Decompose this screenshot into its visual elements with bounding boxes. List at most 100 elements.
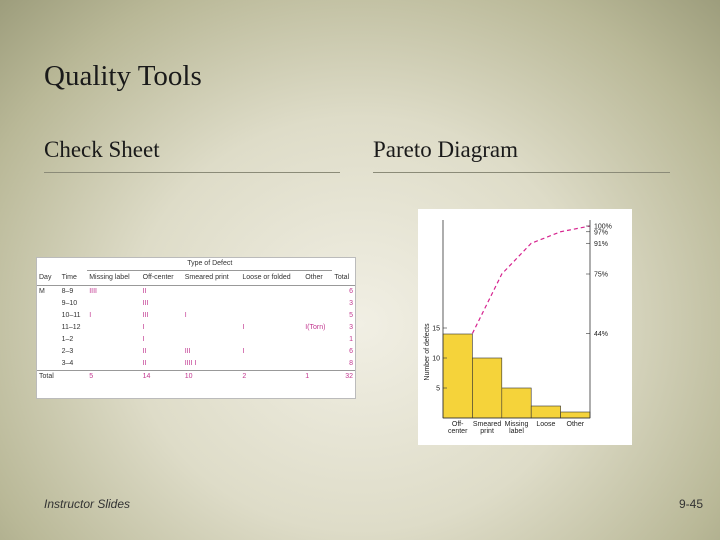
column-header: Total — [332, 270, 355, 286]
y2-tick-label: 97% — [594, 229, 608, 236]
row: 2–3 II III I 6 — [37, 346, 355, 358]
cell: I — [142, 336, 145, 343]
cell — [332, 258, 355, 271]
group-header: Type of Defect — [87, 258, 333, 271]
column-header: Other — [303, 270, 333, 286]
cell: 6 — [349, 288, 353, 295]
row: 1–2 I 1 — [37, 334, 355, 346]
cell — [303, 286, 332, 299]
cell — [37, 310, 60, 322]
cell: 2–3 — [61, 348, 74, 355]
cell — [87, 298, 140, 310]
cell: I — [89, 312, 92, 319]
cell: 5 — [349, 312, 353, 319]
footer-left: Instructor Slides — [44, 497, 131, 511]
cell — [87, 346, 140, 358]
cell: I — [184, 312, 187, 319]
cell: 5 — [87, 370, 141, 383]
group-row: Type of Defect — [37, 258, 355, 271]
cell: I — [242, 324, 245, 331]
cell: 11–12 — [61, 324, 81, 331]
totals-row: Total 5 14 10 2 1 32 — [37, 370, 355, 383]
row: 10–11 I III I 5 — [37, 310, 355, 322]
x-tick-label: Other — [566, 421, 585, 428]
cell — [240, 286, 303, 299]
divider — [373, 172, 670, 173]
cell — [240, 298, 303, 310]
row: 11–12 I I I(Torn) 3 — [37, 322, 355, 334]
cell — [87, 322, 140, 334]
cell — [60, 258, 88, 271]
y-tick-label: 5 — [436, 386, 440, 393]
cell: II — [142, 348, 147, 355]
cell — [240, 358, 303, 371]
x-tick-label: Missing label — [504, 421, 529, 435]
column-header: Loose or folded — [240, 270, 304, 286]
cumulative-line — [471, 225, 591, 334]
cell: 8–9 — [61, 288, 74, 295]
cell — [240, 334, 303, 346]
divider — [44, 172, 340, 173]
cell: 6 — [349, 348, 353, 355]
cell — [37, 346, 60, 358]
cell — [87, 334, 140, 346]
bar — [472, 357, 503, 419]
cell — [37, 358, 60, 371]
cell — [240, 310, 303, 322]
column-header: Smeared print — [182, 270, 241, 286]
y2-tick-label: 44% — [594, 331, 608, 338]
right-heading: Pareto Diagram — [373, 137, 518, 162]
pareto-chart: 5 10 15 44% 75% 91% 97%100% Number of defects — [418, 209, 632, 445]
footer-right: 9-45 — [678, 497, 703, 511]
cell — [303, 346, 332, 358]
cell: II — [142, 288, 147, 295]
cell: M — [39, 288, 45, 295]
slide-title: Quality Tools — [44, 60, 202, 92]
cell: 3–4 — [61, 360, 74, 367]
cell: 9–10 — [61, 300, 78, 307]
cell: 8 — [349, 360, 353, 367]
cell: I — [142, 324, 145, 331]
x-tick-label: Smeared print — [472, 421, 502, 435]
cell — [37, 334, 60, 346]
y-tick-label: 10 — [432, 356, 440, 363]
left-heading: Check Sheet — [44, 137, 160, 162]
cell: 3 — [349, 300, 353, 307]
cell: 1–2 — [61, 336, 74, 343]
cell: 3 — [349, 324, 353, 331]
cell: 10–11 — [61, 312, 81, 319]
cell: Total — [37, 370, 60, 383]
bar — [530, 405, 561, 419]
cell: 14 — [140, 370, 183, 383]
column-header: Time — [59, 270, 88, 286]
cell: III — [142, 312, 149, 319]
column-header: Day — [37, 270, 60, 286]
row: 3–4 II IIII I 8 — [37, 358, 355, 371]
cell — [183, 286, 241, 299]
bar — [560, 411, 591, 419]
column-header: Missing label — [87, 270, 141, 286]
cell — [303, 358, 332, 371]
cell — [183, 298, 241, 310]
cell: III — [142, 300, 149, 307]
y2-tick-label: 91% — [594, 241, 608, 248]
check-sheet-table: Type of Defect Day Time Missing label Off-ce… — [37, 258, 355, 383]
cell — [303, 334, 332, 346]
cell — [37, 258, 60, 271]
cell: III — [184, 348, 191, 355]
check-sheet: Type of Defect Day Time Missing label Off-ce… — [36, 257, 356, 399]
cell — [303, 310, 332, 322]
cell: II — [142, 360, 147, 367]
cell — [37, 298, 60, 310]
cell: 32 — [332, 370, 355, 383]
cell: IIII I — [184, 360, 197, 367]
cell: 1 — [303, 370, 333, 383]
header-row: Day Time Missing label Off-center Smeared pr… — [37, 270, 355, 286]
cell: 10 — [182, 370, 241, 383]
cell: 2 — [240, 370, 304, 383]
cell — [87, 358, 140, 371]
y-axis-label: Number of defects — [424, 323, 431, 381]
cell: IIII — [89, 288, 97, 295]
cell — [37, 322, 60, 334]
